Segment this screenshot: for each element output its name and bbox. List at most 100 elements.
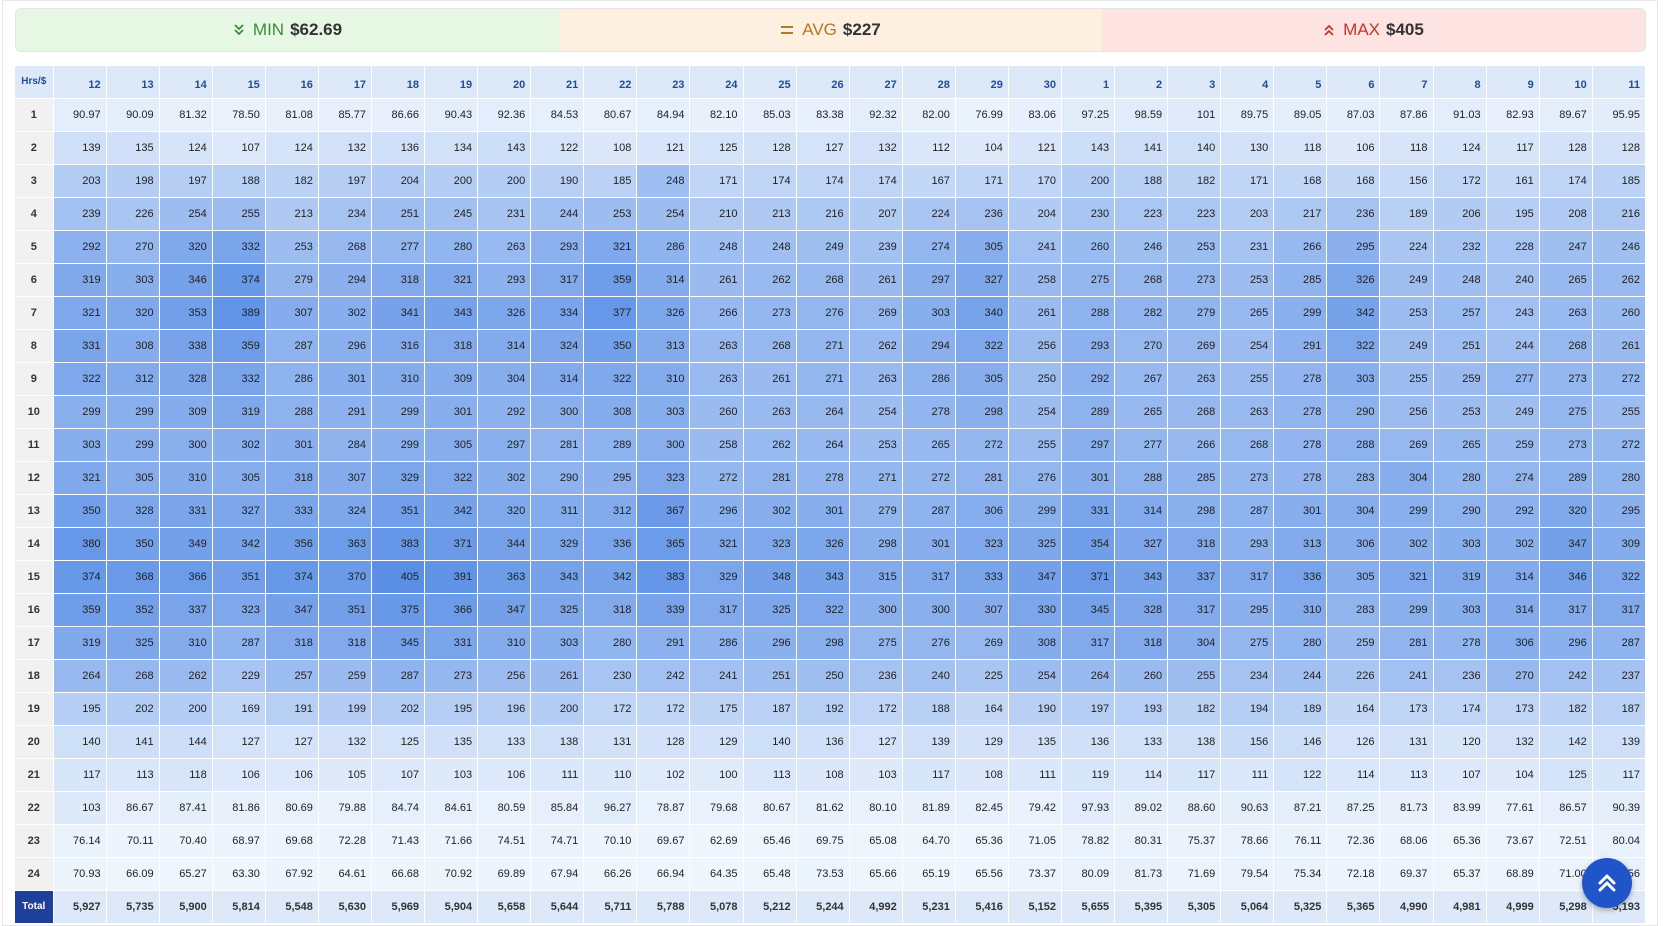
table-cell: 254 [849,395,903,429]
table-cell: 314 [1486,593,1540,627]
table-cell: 265 [1539,263,1593,297]
table-cell: 139 [1592,725,1647,759]
table-cell: 318 [318,626,372,660]
table-cell: 290 [1326,395,1381,429]
table-cell: 69.75 [796,824,850,858]
table-cell: 300 [849,593,903,627]
column-header: 12 [53,66,107,99]
table-cell: 365 [636,527,691,561]
total-cell: 5,788 [636,890,691,924]
table-cell: 70.10 [583,824,638,858]
table-cell: 325 [743,593,797,627]
table-cell: 143 [477,131,532,165]
table-cell: 80.67 [743,791,797,825]
table-cell: 202 [371,692,426,726]
column-header: 9 [1486,66,1540,99]
table-cell: 265 [1433,428,1487,462]
table-cell: 327 [212,494,266,528]
table-cell: 92.32 [849,98,903,132]
table-cell: 77.61 [1486,791,1540,825]
table-cell: 213 [743,197,797,231]
table-cell: 161 [1486,164,1540,198]
table-cell: 255 [1592,395,1647,429]
table-cell: 86.67 [106,791,160,825]
table-cell: 278 [902,395,956,429]
table-cell: 111 [1220,758,1275,792]
table-cell: 87.86 [1379,98,1434,132]
table-cell: 309 [159,395,213,429]
total-cell: 5,244 [796,890,850,924]
table-cell: 106 [212,758,266,792]
table-cell: 108 [796,758,850,792]
column-header: 30 [1008,66,1062,99]
table-cell: 65.37 [1433,857,1487,891]
table-cell: 240 [1486,263,1540,297]
column-header: 8 [1433,66,1487,99]
table-cell: 223 [1114,197,1169,231]
table-cell: 124 [265,131,319,165]
table-cell: 72.18 [1326,857,1381,891]
table-cell: 86.57 [1539,791,1593,825]
table-cell: 268 [1539,329,1593,363]
table-cell: 297 [477,428,532,462]
table-cell: 244 [530,197,585,231]
table-cell: 216 [796,197,850,231]
table-cell: 324 [530,329,585,363]
table-cell: 206 [1433,197,1487,231]
table-cell: 280 [424,230,479,264]
table-cell: 254 [1008,395,1062,429]
table-cell: 136 [796,725,850,759]
table-cell: 249 [1379,263,1434,297]
table-cell: 327 [1114,527,1169,561]
table-cell: 245 [424,197,479,231]
table-row: 17 319 325 310 287 318 318 345 331 310 303 280 291 28… [15,626,1647,660]
table-cell: 113 [743,758,797,792]
row-header: 21 [15,758,54,792]
table-cell: 253 [849,428,903,462]
table-cell: 300 [530,395,585,429]
table-cell: 80.04 [1592,824,1647,858]
table-cell: 69.37 [1379,857,1434,891]
table-cell: 236 [849,659,903,693]
table-cell: 139 [53,131,107,165]
table-cell: 130 [1220,131,1275,165]
table-cell: 268 [1114,263,1169,297]
table-cell: 80.59 [477,791,532,825]
table-cell: 317 [689,593,744,627]
scroll-top-button[interactable] [1582,858,1632,908]
table-cell: 319 [53,626,107,660]
table-cell: 276 [796,296,850,330]
table-cell: 90.63 [1220,791,1275,825]
table-cell: 87.41 [159,791,213,825]
table-cell: 65.19 [902,857,956,891]
column-header: 29 [955,66,1009,99]
table-cell: 81.73 [1379,791,1434,825]
table-cell: 197 [1061,692,1116,726]
table-cell: 102 [636,758,691,792]
table-cell: 347 [477,593,532,627]
table-cell: 185 [1592,164,1647,198]
table-cell: 224 [1379,230,1434,264]
row-header: 10 [15,395,54,429]
table-cell: 298 [796,626,850,660]
table-cell: 347 [1539,527,1593,561]
table-cell: 297 [902,263,956,297]
table-cell: 314 [530,362,585,396]
table-cell: 289 [1061,395,1116,429]
table-cell: 328 [1114,593,1169,627]
table-cell: 114 [1326,758,1381,792]
table-cell: 86.66 [371,98,426,132]
table-cell: 80.67 [583,98,638,132]
table-cell: 125 [371,725,426,759]
table-cell: 135 [424,725,479,759]
column-header: 19 [424,66,479,99]
table-cell: 309 [1592,527,1647,561]
stat-avg: AVG $227 [559,9,1102,51]
table-cell: 92.36 [477,98,532,132]
table-cell: 225 [955,659,1009,693]
column-header: 7 [1379,66,1434,99]
table-cell: 104 [955,131,1009,165]
table-cell: 300 [902,593,956,627]
table-cell: 383 [636,560,691,594]
table-cell: 107 [1433,758,1487,792]
